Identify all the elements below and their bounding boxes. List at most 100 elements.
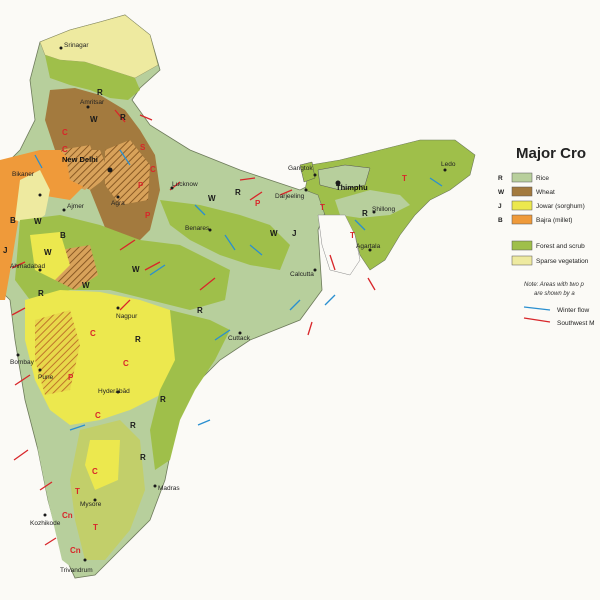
legend-swatch-jowar [511,200,533,211]
sikkim [299,161,316,183]
winter-flow-arrows [34,149,443,431]
crop-letter: P [145,211,151,220]
crop-letter: J [292,229,296,238]
legend-code-rice: R [498,175,503,182]
label-mysore: Mysore [80,501,102,508]
legend-label-rice: Rice [536,175,549,182]
crop-letter: W [44,248,52,257]
legend-code-wheat: W [498,189,505,196]
crop-letter: W [208,194,216,203]
crop-letter: C [92,467,98,476]
crop-letter: C [62,128,68,137]
legend-label-bajra: Bajra (millet) [536,217,572,224]
label-lucknow: Lucknow [172,181,198,188]
label-agra: Agra [111,200,125,207]
legend-label-wheat: Wheat [536,189,555,196]
legend-label-monsoon: Southwest M [557,320,595,327]
forest-kashmir [45,55,140,100]
legend-monsoon-arrow [523,317,551,323]
bangladesh [317,214,361,276]
legend-swatch-rice [511,172,533,183]
label-hyderabad: Hyderābād [98,388,130,395]
label-ajmer: Ajmer [67,203,85,210]
crop-letter: R [362,209,368,218]
crop-letter: W [34,217,42,226]
crop-letter: R [140,453,146,462]
label-kozhikode: Kozhikode [30,520,61,527]
label-madras: Madras [158,485,180,492]
legend-swatch-sparse [511,255,533,266]
monsoon-arrows [11,109,376,546]
legend-label-winter: Winter flow [557,307,589,314]
legend-code-bajra: B [498,217,503,224]
crop-letter: S [140,143,146,152]
crop-letter: R [135,335,141,344]
legend-label-jowar: Jowar (sorghum) [536,203,585,210]
label-amritsar: Amritsar [80,99,105,106]
label-calcutta: Calcutta [290,271,314,278]
crop-letter: W [82,281,90,290]
west-coast-rice [30,400,75,570]
crop-code-letters: R R W C C S C P P W R P W J B W J B W R … [3,88,407,555]
south-jowar [85,440,120,490]
legend-note-line1: Note: Areas with two p [524,282,584,288]
crop-letter: R [130,421,136,430]
legend-winter-arrow [523,306,551,311]
label-nagpur: Nagpur [116,313,138,320]
crop-letter: P [138,181,144,190]
crop-letter: C [150,165,156,174]
label-bombay: Bombay [10,359,35,366]
crop-letter: R [97,88,103,97]
crop-letter: W [270,229,278,238]
label-gangtok: Gangtok [288,165,313,172]
crop-letter: T [75,487,80,496]
crop-letter: T [402,174,407,183]
crop-letter: R [160,395,166,404]
legend-swatch-forest [511,240,533,251]
label-pune: Pune [38,374,54,381]
wheat-hatch-1 [105,140,150,205]
city-labels: Srinagar Amritsar New Delhi Bikaner Ajme… [10,42,456,574]
legend-label-forest: Forest and scrub [536,243,585,250]
label-ledo: Ledo [441,161,456,168]
legend-swatch-bajra [511,214,533,225]
crop-letter: W [90,115,98,124]
label-thimphu: Thimphu [336,183,368,192]
legend-swatch-wheat [511,186,533,197]
label-cuttack: Cuttack [228,335,251,342]
legend-code-jowar: J [498,203,502,210]
label-new-delhi: New Delhi [62,155,98,164]
crop-letter: R [120,113,126,122]
crop-letter: P [255,199,261,208]
label-ahmadabad: Ahmadabad [10,263,45,270]
crop-letter: T [320,203,325,212]
crop-letter: C [62,145,68,154]
crop-letter: R [197,306,203,315]
crop-letter: P [68,373,74,382]
crop-letter: R [235,188,241,197]
crop-letter: C [95,411,101,420]
legend-note-line2: are shown by a [534,291,575,297]
label-shillong: Shillong [372,206,396,213]
crop-letter: Cn [70,546,81,555]
legend-title: Major Cro [516,145,586,162]
crop-letter: B [10,216,16,225]
label-trivandrum: Trivandrum [60,567,93,574]
crop-letter: T [93,523,98,532]
crop-letter: B [60,231,66,240]
label-darjeeling: Darjeeling [275,193,305,200]
label-benares: Benares [185,225,210,232]
legend-label-sparse: Sparse vegetation [536,258,589,265]
northeast-rice [335,190,410,218]
city-markers [16,46,447,562]
bhutan [317,164,371,191]
crop-letter: J [3,246,7,255]
legend: Major Cro R Rice W Wheat J Jowar (sorghu… [498,145,595,327]
label-agartala: Agartala [356,243,381,250]
bajra-hatch [65,150,110,190]
jowar-west-patch [30,232,70,280]
label-srinagar: Srinagar [64,42,89,49]
crop-letter: R [38,289,44,298]
sparse-rajasthan [15,170,50,225]
